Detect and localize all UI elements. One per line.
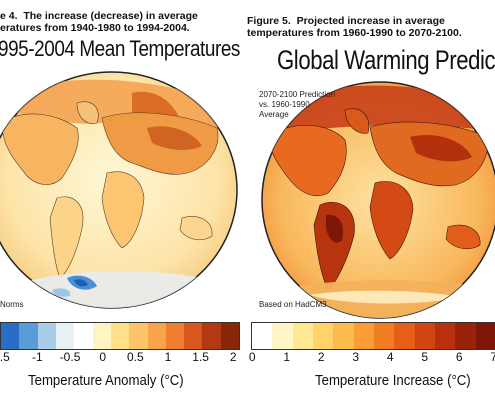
left-colorbar bbox=[0, 322, 240, 350]
left-colorbar-tick-label: 2 bbox=[229, 350, 237, 364]
left-colorbar-tick-label: .5 bbox=[0, 350, 10, 364]
right-colorbar-segment bbox=[252, 323, 273, 349]
right-figure-caption: Figure 5. Projected increase in average … bbox=[247, 15, 462, 39]
right-colorbar-tick-label: 6 bbox=[455, 350, 463, 364]
right-axis-label: Temperature Increase (°C) bbox=[315, 372, 471, 389]
left-colorbar-segment bbox=[74, 323, 93, 349]
left-inset-norms: Norms bbox=[0, 300, 24, 309]
right-inset-source-label: Based on HadCM3 bbox=[259, 300, 327, 309]
left-colorbar-ticks: .5 -1 -0.5 0 0.5 1 1.5 2 bbox=[0, 350, 238, 366]
right-globe-svg bbox=[261, 81, 495, 319]
right-map-title: Global Warming Predictions bbox=[277, 45, 495, 75]
left-colorbar-segment bbox=[202, 323, 221, 349]
right-colorbar-tick-label: 0 bbox=[248, 350, 256, 364]
right-colorbar-segment bbox=[373, 323, 395, 349]
left-colorbar-tick-label: 0 bbox=[99, 350, 107, 364]
right-colorbar-segment bbox=[333, 323, 354, 349]
left-colorbar-segment bbox=[92, 323, 111, 349]
right-colorbar-segment bbox=[353, 323, 374, 349]
right-globe-map bbox=[250, 75, 495, 320]
right-colorbar-segment bbox=[394, 323, 415, 349]
right-colorbar-ticks: 0 1 2 3 4 5 6 7 bbox=[248, 350, 495, 366]
left-axis-label: Temperature Anomaly (°C) bbox=[28, 372, 184, 389]
left-colorbar-segment bbox=[220, 323, 240, 349]
right-inset-prediction-label: 2070-2100 Prediction vs. 1960-1990 Avera… bbox=[259, 90, 336, 119]
left-map-title: 995-2004 Mean Temperatures bbox=[0, 36, 240, 61]
left-colorbar-segment bbox=[37, 323, 56, 349]
right-colorbar-segment bbox=[312, 323, 334, 349]
left-colorbar-segment bbox=[129, 323, 148, 349]
right-colorbar-tick-label: 7 bbox=[490, 350, 495, 364]
left-colorbar-segment bbox=[1, 323, 20, 349]
left-colorbar-tick-label: 1.5 bbox=[192, 350, 209, 364]
left-figure-panel: e 4. The increase (decrease) in average … bbox=[0, 0, 240, 400]
right-colorbar-segment bbox=[292, 323, 313, 349]
right-figure-panel: Figure 5. Projected increase in average … bbox=[245, 0, 495, 400]
right-colorbar-tick-label: 5 bbox=[421, 350, 429, 364]
right-colorbar-tick-label: 1 bbox=[283, 350, 291, 364]
left-figure-caption: e 4. The increase (decrease) in average … bbox=[0, 10, 198, 34]
right-colorbar-tick-label: 4 bbox=[386, 350, 394, 364]
left-colorbar-segment bbox=[184, 323, 203, 349]
left-colorbar-segment bbox=[110, 323, 130, 349]
left-colorbar-segment bbox=[19, 323, 38, 349]
left-colorbar-tick-label: 1 bbox=[164, 350, 172, 364]
left-colorbar-segment bbox=[147, 323, 166, 349]
right-colorbar-segment bbox=[434, 323, 456, 349]
left-globe-svg bbox=[0, 71, 238, 309]
left-colorbar-tick-label: -0.5 bbox=[59, 350, 81, 364]
right-colorbar bbox=[251, 322, 495, 350]
right-colorbar-segment bbox=[455, 323, 476, 349]
left-colorbar-tick-label: 0.5 bbox=[126, 350, 144, 364]
left-globe-map bbox=[0, 68, 240, 313]
right-colorbar-tick-label: 3 bbox=[352, 350, 360, 364]
left-colorbar-tick-label: -1 bbox=[32, 350, 43, 364]
right-colorbar-tick-label: 2 bbox=[317, 350, 325, 364]
left-colorbar-segment bbox=[165, 323, 185, 349]
right-colorbar-segment bbox=[272, 323, 293, 349]
right-colorbar-segment bbox=[475, 323, 495, 349]
right-colorbar-segment bbox=[414, 323, 435, 349]
left-colorbar-segment bbox=[55, 323, 75, 349]
